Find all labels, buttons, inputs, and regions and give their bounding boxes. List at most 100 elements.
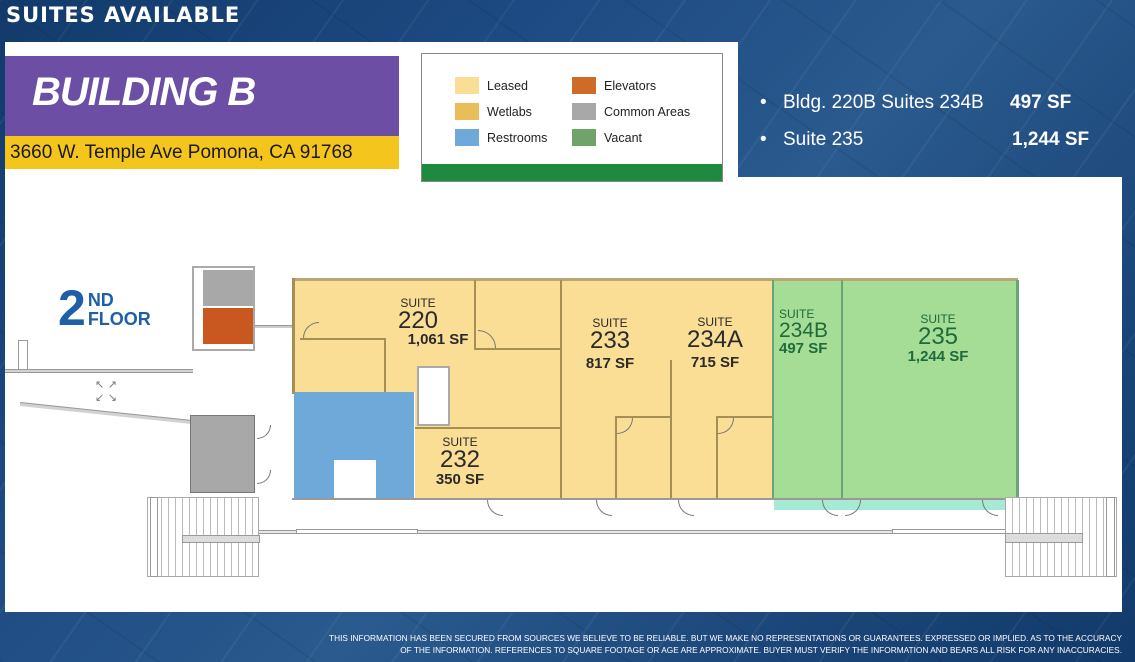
elevators-swatch bbox=[572, 77, 596, 94]
suite-word: SUITE bbox=[779, 307, 815, 321]
wall bbox=[415, 427, 562, 429]
suite-233-234a-area bbox=[560, 280, 774, 500]
legend-label: Common Areas bbox=[604, 104, 691, 119]
utility-room bbox=[417, 366, 450, 426]
suite-word: SUITE bbox=[920, 312, 956, 326]
suite-sf: 715 SF bbox=[690, 354, 740, 371]
wall bbox=[772, 280, 774, 500]
restroom-entry bbox=[334, 460, 376, 500]
floor-label: 2 ND FLOOR bbox=[58, 280, 151, 336]
wall bbox=[384, 340, 386, 392]
legend-item-restrooms: Restrooms bbox=[455, 129, 547, 146]
wall bbox=[292, 278, 1018, 281]
wall bbox=[716, 416, 718, 500]
suite-label-235: SUITE 235 1,244 SF bbox=[893, 313, 983, 364]
suite-number: 234A bbox=[686, 326, 744, 353]
suite-number: 234B bbox=[779, 319, 829, 342]
address-bar: 3660 W. Temple Ave Pomona, CA 91768 bbox=[5, 136, 399, 169]
building-name: BUILDING B bbox=[32, 70, 256, 114]
legend-item-wetlabs: Wetlabs bbox=[455, 103, 532, 120]
suite-square-footage: 497 SF bbox=[1010, 92, 1072, 113]
wall bbox=[474, 348, 560, 350]
building-banner: BUILDING B bbox=[5, 56, 399, 136]
suite-number: 235 bbox=[917, 323, 959, 350]
suite-label-220: SUITE 220 bbox=[388, 297, 448, 333]
legal-disclaimer: THIS INFORMATION HAS BEEN SECURED FROM S… bbox=[222, 632, 1122, 656]
stair-landing bbox=[150, 497, 158, 577]
suite-word: SUITE bbox=[400, 296, 436, 310]
wall bbox=[670, 360, 672, 500]
legend-label: Leased bbox=[487, 78, 529, 93]
bullet-icon: • bbox=[760, 129, 767, 150]
directional-arrows-icon: ↖ ↗ ↙ ↘ bbox=[95, 378, 117, 404]
wall bbox=[292, 278, 295, 394]
suite-number: 233 bbox=[589, 327, 631, 354]
floor-number: 2 bbox=[58, 280, 86, 336]
wall bbox=[560, 280, 562, 500]
suite-word: SUITE bbox=[442, 435, 478, 449]
legend-label: Vacant bbox=[604, 130, 642, 145]
legend-item-common-areas: Common Areas bbox=[572, 103, 690, 120]
stair-rail bbox=[1005, 533, 1083, 543]
walkway-rail bbox=[180, 530, 1110, 534]
corridor-wall bbox=[255, 325, 293, 328]
bullet-icon: • bbox=[760, 92, 767, 113]
common-area-stair bbox=[190, 415, 255, 493]
floor-suffix-group: ND FLOOR bbox=[88, 291, 151, 329]
suite-sf: 350 SF bbox=[435, 471, 485, 488]
legend-label: Elevators bbox=[604, 78, 657, 93]
walkway-bench bbox=[892, 529, 1014, 534]
suite-word: SUITE bbox=[697, 315, 733, 329]
legend-item-vacant: Vacant bbox=[572, 129, 642, 146]
vacant-swatch bbox=[572, 129, 596, 146]
suite-sf: 497 SF bbox=[779, 340, 828, 357]
walkway-bench bbox=[296, 529, 418, 534]
leased-swatch bbox=[455, 77, 479, 94]
suite-label-232: SUITE 232 350 SF bbox=[430, 436, 490, 487]
floor-suffix: ND bbox=[87, 290, 114, 310]
available-suite-item: • Suite 235 1,244 SF bbox=[760, 129, 1120, 166]
building-address: 3660 W. Temple Ave Pomona, CA 91768 bbox=[10, 142, 353, 163]
suite-number: 220 bbox=[397, 307, 439, 334]
suite-name: Suite 235 bbox=[783, 129, 864, 150]
window-detail bbox=[18, 340, 28, 370]
legend-item-elevators: Elevators bbox=[572, 77, 656, 94]
legend-footer-bar bbox=[422, 164, 722, 181]
disclaimer-line: OF THE INFORMATION. REFERENCES TO SQUARE… bbox=[400, 645, 1122, 655]
common-areas-swatch bbox=[572, 103, 596, 120]
vacant-area bbox=[774, 280, 1018, 500]
wall bbox=[615, 416, 617, 500]
common-area-elevator-lobby bbox=[203, 270, 253, 306]
wall bbox=[292, 498, 1018, 500]
available-suites-list: • Bldg. 220B Suites 234B 497 SF • Suite … bbox=[760, 92, 1120, 166]
suite-square-footage: 1,244 SF bbox=[1012, 129, 1090, 150]
available-suite-item: • Bldg. 220B Suites 234B 497 SF bbox=[760, 92, 1120, 129]
wall bbox=[474, 280, 476, 350]
legend-label: Restrooms bbox=[487, 130, 548, 145]
corridor-wall bbox=[5, 369, 193, 373]
suite-sf: 1,061 SF bbox=[407, 331, 469, 348]
floor-word: FLOOR bbox=[87, 309, 151, 329]
legend-item-leased: Leased bbox=[455, 77, 528, 94]
suite-sf-220: 1,061 SF bbox=[398, 332, 478, 347]
stair-rail bbox=[182, 535, 260, 543]
legend: Leased Wetlabs Restrooms Elevators Commo… bbox=[421, 53, 723, 182]
restrooms-swatch bbox=[455, 129, 479, 146]
wall bbox=[841, 280, 843, 500]
page-title: SUITES AVAILABLE bbox=[6, 3, 241, 27]
stair-landing bbox=[1106, 497, 1115, 577]
suite-sf: 1,244 SF bbox=[907, 348, 969, 365]
suite-number: 232 bbox=[439, 446, 481, 473]
wetlabs-swatch bbox=[455, 103, 479, 120]
wall bbox=[716, 416, 774, 418]
wall bbox=[300, 338, 386, 340]
wall bbox=[615, 416, 671, 418]
suite-label-234a: SUITE 234A 715 SF bbox=[680, 316, 750, 370]
disclaimer-line: THIS INFORMATION HAS BEEN SECURED FROM S… bbox=[329, 633, 1122, 643]
suite-word: SUITE bbox=[592, 316, 628, 330]
suite-label-234b: SUITE 234B 497 SF bbox=[779, 308, 841, 356]
legend-label: Wetlabs bbox=[487, 104, 532, 119]
wall bbox=[1016, 280, 1019, 500]
suite-label-233: SUITE 233 817 SF bbox=[580, 317, 640, 371]
suite-name: Bldg. 220B Suites 234B bbox=[783, 92, 984, 113]
